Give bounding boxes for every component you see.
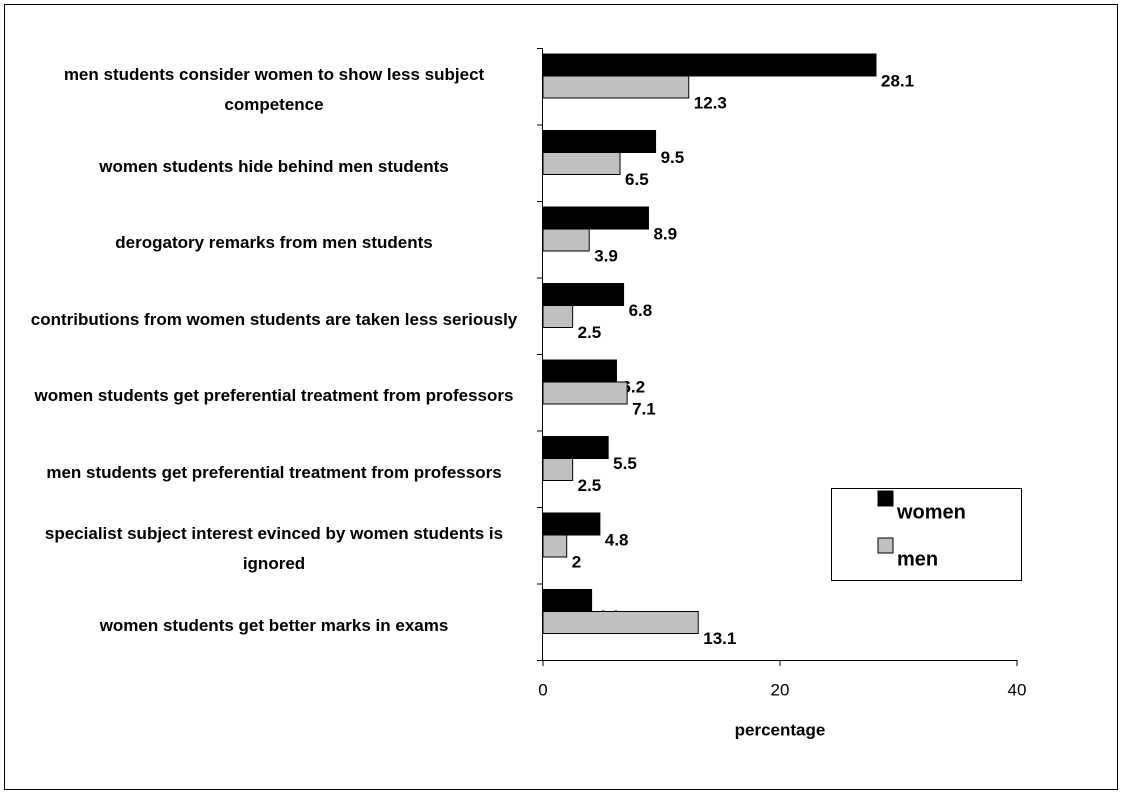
bar [542, 152, 621, 175]
bar [542, 228, 590, 252]
data-label: 3.9 [594, 246, 618, 265]
data-label: 5.5 [613, 454, 637, 473]
bar [542, 611, 699, 634]
bar [542, 53, 877, 77]
y-tick-label: women students hide behind men students [99, 156, 449, 176]
data-label: 6.8 [629, 301, 653, 320]
bar [542, 589, 593, 612]
data-label: 8.9 [653, 224, 677, 243]
bar [542, 458, 574, 481]
legend-label: women [896, 501, 966, 523]
x-axis-label: percentage [735, 720, 826, 739]
y-tick-label: specialist subject interest evinced by w… [44, 524, 504, 574]
bar [542, 436, 609, 459]
data-label: 2 [572, 552, 581, 571]
bar [542, 381, 628, 405]
legend-swatch [877, 537, 894, 554]
x-tick-label: 0 [538, 680, 547, 699]
data-label: 28.1 [881, 71, 914, 90]
bar [542, 283, 625, 306]
y-tick-label: men students consider women to show less… [63, 65, 485, 115]
data-label: 2.5 [578, 476, 602, 495]
y-tick-label: men students get preferential treatment … [46, 462, 502, 482]
x-tick-label: 20 [771, 680, 790, 699]
x-tick-label: 40 [1008, 680, 1027, 699]
y-tick-label: women students get preferential treatmen… [34, 386, 514, 406]
data-label: 2.5 [578, 323, 602, 342]
bar [542, 305, 574, 328]
y-tick-label: women students get better marks in exams [99, 615, 449, 635]
bar [542, 359, 617, 383]
y-tick-label: derogatory remarks from men students [115, 233, 433, 253]
y-tick-label: contributions from women students are ta… [30, 309, 518, 329]
data-label: 7.1 [632, 399, 656, 418]
data-label: 13.1 [703, 629, 736, 648]
bar [542, 75, 690, 99]
bar [542, 206, 649, 230]
bar [542, 130, 657, 153]
legend-box [831, 488, 1022, 581]
legend-swatch [877, 490, 894, 507]
data-label: 9.5 [661, 148, 685, 167]
data-label: 12.3 [694, 93, 727, 112]
legend-label: men [897, 548, 938, 570]
data-label: 4.8 [605, 530, 629, 549]
chart-frame [4, 4, 1118, 790]
bar [542, 512, 601, 536]
bar [542, 534, 568, 558]
data-label: 6.5 [625, 170, 649, 189]
